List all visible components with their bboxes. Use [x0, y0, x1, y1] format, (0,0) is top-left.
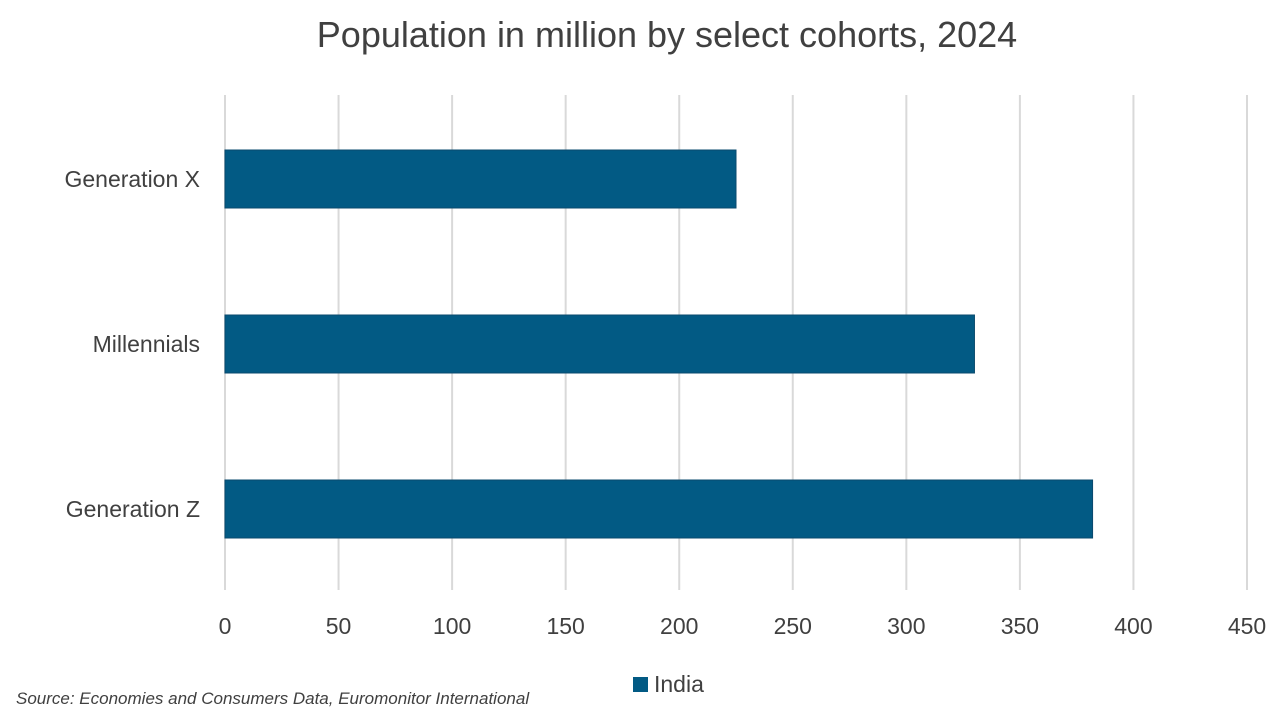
x-tick-label: 300 — [887, 613, 925, 639]
legend-label-india: India — [654, 671, 704, 697]
x-tick-label: 0 — [219, 613, 232, 639]
x-tick-label: 100 — [433, 613, 471, 639]
legend-swatch-india — [633, 677, 648, 692]
x-tick-label: 50 — [326, 613, 352, 639]
bar-generation-z — [224, 479, 1094, 539]
y-category-label: Generation X — [64, 166, 200, 192]
source-note: Source: Economies and Consumers Data, Eu… — [16, 689, 530, 708]
x-tick-label: 350 — [1001, 613, 1039, 639]
x-tick-label: 150 — [546, 613, 584, 639]
y-category-label: Millennials — [93, 331, 200, 357]
chart-title: Population in million by select cohorts,… — [316, 14, 1018, 55]
x-tick-label: 400 — [1114, 613, 1152, 639]
legend: India — [633, 671, 704, 698]
y-category-label: Generation Z — [66, 496, 200, 522]
bar-generation-x — [224, 149, 737, 209]
x-tick-label: 250 — [774, 613, 812, 639]
x-tick-label: 450 — [1228, 613, 1266, 639]
bar-millennials — [224, 314, 975, 374]
x-tick-label: 200 — [660, 613, 698, 639]
